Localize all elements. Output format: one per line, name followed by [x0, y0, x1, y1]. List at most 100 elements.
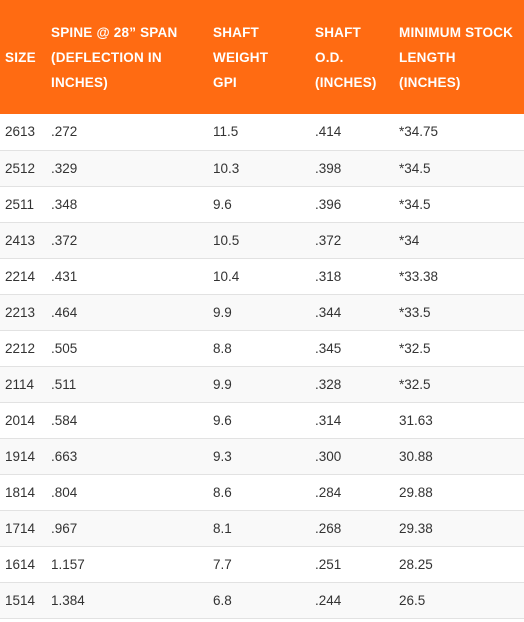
header-line: LENGTH	[399, 49, 456, 65]
cell-shaft-od: .318	[315, 268, 342, 284]
header-line: O.D.	[315, 49, 344, 65]
table-row: 1814 .804 8.6 .284 29.88	[0, 474, 524, 510]
header-min-stock-length: MINIMUM STOCK LENGTH (INCHES)	[394, 0, 524, 114]
cell-shaft-od: .300	[315, 448, 342, 464]
table-row: 1514 1.384 6.8 .244 26.5	[0, 582, 524, 618]
header-line: MINIMUM STOCK	[399, 24, 514, 40]
header-line: (INCHES)	[315, 74, 377, 90]
cell-size: 2014	[5, 412, 36, 428]
cell-shaft-od: .284	[315, 484, 342, 500]
cell-shaft-weight: 9.9	[213, 304, 232, 320]
cell-spine: .431	[51, 268, 78, 284]
cell-size: 1914	[5, 448, 36, 464]
cell-size: 2213	[5, 304, 36, 320]
cell-size: 1714	[5, 520, 36, 536]
header-line: WEIGHT	[213, 49, 269, 65]
header-shaft-od: SHAFT O.D. (INCHES)	[310, 0, 394, 114]
cell-spine: 1.384	[51, 592, 85, 608]
cell-min-stock-length: *34	[399, 232, 420, 248]
cell-shaft-od: .372	[315, 232, 342, 248]
header-line: INCHES)	[51, 74, 108, 90]
header-line: (DEFLECTION IN	[51, 49, 162, 65]
cell-min-stock-length: *34.75	[399, 124, 439, 140]
cell-shaft-od: .314	[315, 412, 342, 428]
cell-shaft-weight: 8.1	[213, 520, 232, 536]
cell-spine: .329	[51, 160, 78, 176]
cell-spine: .272	[51, 124, 78, 140]
cell-spine: .348	[51, 196, 78, 212]
cell-shaft-od: .251	[315, 556, 342, 572]
cell-size: 2613	[5, 124, 36, 140]
cell-shaft-od: .268	[315, 520, 342, 536]
cell-shaft-weight: 9.9	[213, 376, 232, 392]
cell-min-stock-length: 26.5	[399, 592, 426, 608]
table-row: 2212 .505 8.8 .345 *32.5	[0, 330, 524, 366]
cell-spine: .804	[51, 484, 78, 500]
header-line: SPINE @ 28” SPAN	[51, 24, 178, 40]
cell-spine: .505	[51, 340, 78, 356]
cell-min-stock-length: 30.88	[399, 448, 433, 464]
header-size: SIZE	[0, 0, 46, 114]
cell-shaft-weight: 11.5	[213, 124, 239, 140]
cell-spine: .464	[51, 304, 78, 320]
table-body: 2613 .272 11.5 .414 *34.75 2512 .329 10.3 .398 *3…	[0, 114, 524, 618]
cell-shaft-weight: 10.3	[213, 160, 240, 176]
cell-shaft-od: .244	[315, 592, 342, 608]
header-spine: SPINE @ 28” SPAN (DEFLECTION IN INCHES)	[46, 0, 208, 114]
cell-size: 2214	[5, 268, 36, 284]
cell-min-stock-length: 28.25	[399, 556, 433, 572]
cell-shaft-weight: 7.7	[213, 556, 232, 572]
cell-size: 2512	[5, 160, 36, 176]
cell-shaft-od: .414	[315, 124, 342, 140]
cell-size: 2114	[5, 376, 35, 392]
cell-spine: .663	[51, 448, 78, 464]
header-line: SHAFT	[315, 24, 361, 40]
cell-min-stock-length: *33.5	[399, 304, 431, 320]
cell-min-stock-length: *32.5	[399, 376, 431, 392]
cell-min-stock-length: 29.38	[399, 520, 433, 536]
cell-min-stock-length: 31.63	[399, 412, 433, 428]
cell-spine: .372	[51, 232, 78, 248]
cell-shaft-od: .398	[315, 160, 342, 176]
cell-min-stock-length: *34.5	[399, 160, 431, 176]
cell-min-stock-length: *32.5	[399, 340, 431, 356]
table-row: 1714 .967 8.1 .268 29.38	[0, 510, 524, 546]
cell-shaft-weight: 8.6	[213, 484, 232, 500]
cell-spine: 1.157	[51, 556, 85, 572]
cell-shaft-od: .344	[315, 304, 342, 320]
table-row: 2512 .329 10.3 .398 *34.5	[0, 150, 524, 186]
table-row: 2214 .431 10.4 .318 *33.38	[0, 258, 524, 294]
cell-shaft-od: .396	[315, 196, 342, 212]
header-shaft-weight: SHAFT WEIGHT GPI	[208, 0, 310, 114]
header-line: (INCHES)	[399, 74, 461, 90]
cell-shaft-weight: 10.4	[213, 268, 240, 284]
cell-min-stock-length: 29.88	[399, 484, 433, 500]
cell-shaft-weight: 9.6	[213, 196, 232, 212]
cell-shaft-weight: 8.8	[213, 340, 232, 356]
cell-size: 1814	[5, 484, 36, 500]
header-line: GPI	[213, 74, 237, 90]
table-row: 2114 .511 9.9 .328 *32.5	[0, 366, 524, 402]
cell-spine: .967	[51, 520, 78, 536]
cell-size: 1514	[5, 592, 36, 608]
cell-min-stock-length: *33.38	[399, 268, 439, 284]
cell-size: 2511	[5, 196, 35, 212]
table-row: 2511 .348 9.6 .396 *34.5	[0, 186, 524, 222]
table-row: 1914 .663 9.3 .300 30.88	[0, 438, 524, 474]
cell-shaft-od: .345	[315, 340, 342, 356]
cell-spine: .511	[51, 376, 77, 392]
table-row: 2014 .584 9.6 .314 31.63	[0, 402, 524, 438]
header-line: SIZE	[5, 49, 36, 65]
cell-shaft-weight: 9.3	[213, 448, 232, 464]
cell-spine: .584	[51, 412, 78, 428]
header-row: SIZE SPINE @ 28” SPAN (DEFLECTION IN INC…	[0, 0, 524, 114]
cell-size: 2413	[5, 232, 36, 248]
table-row: 2213 .464 9.9 .344 *33.5	[0, 294, 524, 330]
header-line: SHAFT	[213, 24, 259, 40]
cell-size: 1614	[5, 556, 36, 572]
table-row: 2613 .272 11.5 .414 *34.75	[0, 114, 524, 150]
table-row: 1614 1.157 7.7 .251 28.25	[0, 546, 524, 582]
table-header: SIZE SPINE @ 28” SPAN (DEFLECTION IN INC…	[0, 0, 524, 114]
cell-shaft-weight: 6.8	[213, 592, 232, 608]
